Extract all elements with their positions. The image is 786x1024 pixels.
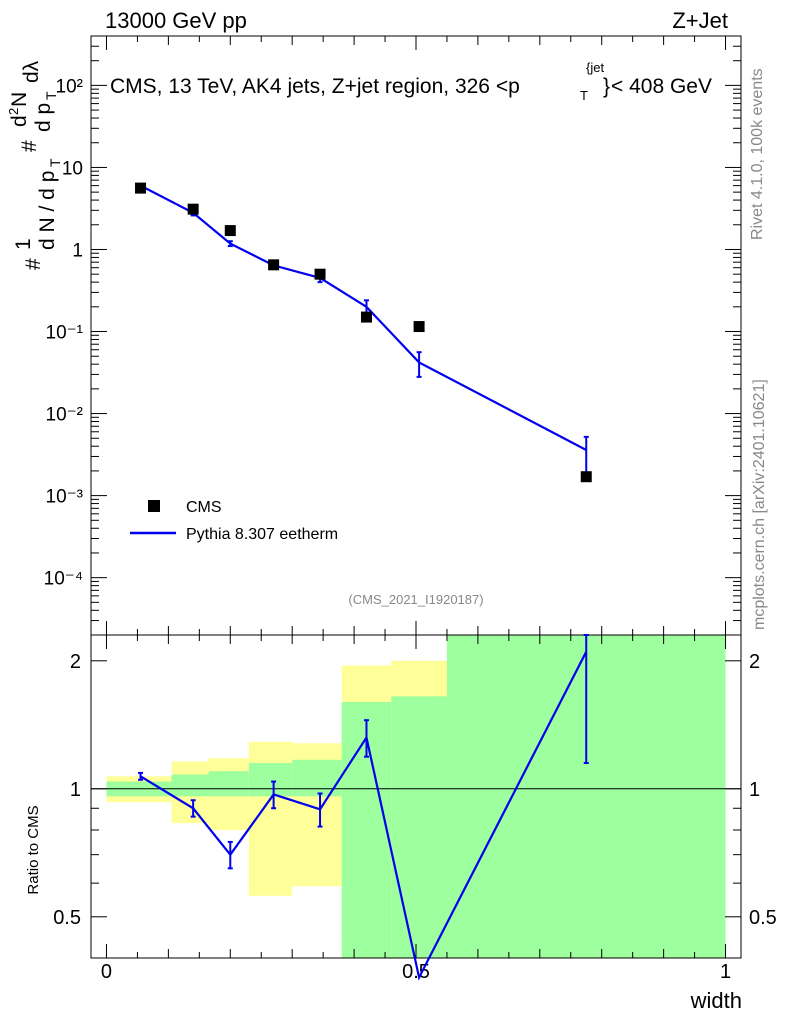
x-tick-label: 0 <box>101 961 112 983</box>
y-tick-label-right: 0.5 <box>749 907 777 929</box>
ylabel-d-sup: 2 <box>6 108 21 115</box>
plot-title: CMS, 13 TeV, AK4 jets, Z+jet region, 326… <box>110 60 712 103</box>
x-axis-label: width <box>690 988 742 1013</box>
data-point <box>314 268 326 280</box>
title-main: CMS, 13 TeV, AK4 jets, Z+jet region, 326… <box>110 75 520 98</box>
ylabel-hash2: # <box>18 140 41 152</box>
ylabel-N: N <box>8 92 31 107</box>
legend: CMS Pythia 8.307 eetherm <box>130 499 338 543</box>
process-label: Z+Jet <box>672 8 728 33</box>
ylabel-dpT-sub: T <box>43 91 59 100</box>
ylabel-hash1: # <box>22 258 45 270</box>
ylabel-one: 1 <box>12 238 35 250</box>
y-tick-label: 1 <box>70 779 81 801</box>
data-point <box>413 321 425 333</box>
y-tick-label: 2 <box>70 651 81 673</box>
analysis-id: (CMS_2021_I1920187) <box>348 592 483 607</box>
y-tick-label: 10⁻³ <box>46 487 84 508</box>
inner-uncertainty-band <box>292 759 342 797</box>
mcplots-label: mcplots.cern.ch [arXiv:2401.10621] <box>751 379 768 630</box>
y-tick-label: 10⁻¹ <box>46 323 84 344</box>
ylabel-dlambda: dλ <box>20 60 43 83</box>
inner-uncertainty-band <box>391 696 447 958</box>
y-tick-label: 10 <box>62 158 83 179</box>
title-sup-close: } <box>603 75 610 98</box>
ratio-y-axis-label: Ratio to CMS <box>25 805 42 894</box>
data-point <box>268 259 280 271</box>
data-point <box>580 471 592 483</box>
energy-label: 13000 GeV pp <box>105 8 247 33</box>
y-tick-label-right: 2 <box>749 651 760 673</box>
y-tick-label: 0.5 <box>53 907 81 929</box>
inner-uncertainty-band <box>171 774 209 797</box>
ylabel-dN-dpT: d N / d p <box>36 171 59 250</box>
legend-data-marker <box>148 500 160 512</box>
upper-y-axis-label: # 1 d N / d p T # d 2 N d p T dλ <box>6 60 63 270</box>
x-tick-label: 0.5 <box>402 961 430 983</box>
y-tick-label: 10⁻⁴ <box>44 569 83 590</box>
upper-panel: 10⁻⁴ 10⁻³ 10⁻² 10⁻¹ 1 10 10² <box>44 35 742 636</box>
data-point <box>187 203 199 215</box>
ylabel-dpT: d p <box>32 103 55 132</box>
data-point <box>135 182 147 194</box>
title-sup: {jet <box>586 60 604 75</box>
data-point <box>224 225 236 237</box>
y-tick-label-right: 1 <box>749 779 760 801</box>
upper-frame <box>90 35 742 636</box>
title-sub: T <box>580 88 588 103</box>
legend-mc-label: Pythia 8.307 eetherm <box>186 526 338 543</box>
ylabel-d: d <box>8 115 31 127</box>
ratio-panel: 0 0.5 1 0.5 0.5 1 1 2 2 <box>53 634 777 983</box>
x-tick-label: 1 <box>720 961 731 983</box>
inner-uncertainty-band <box>208 771 249 797</box>
y-tick-label: 10⁻² <box>46 405 84 426</box>
ratio-line <box>139 651 588 981</box>
y-tick-label: 1 <box>72 240 83 261</box>
mc-line <box>140 184 587 451</box>
title-end: < 408 GeV <box>611 75 712 98</box>
rivet-label: Rivet 4.1.0, 100k events <box>749 68 766 240</box>
inner-uncertainty-band <box>248 762 293 797</box>
legend-data-label: CMS <box>186 499 222 516</box>
data-point <box>360 311 372 323</box>
ylabel-dN-dpT-sub: T <box>47 158 63 167</box>
y-tick-label: 10² <box>56 76 83 97</box>
